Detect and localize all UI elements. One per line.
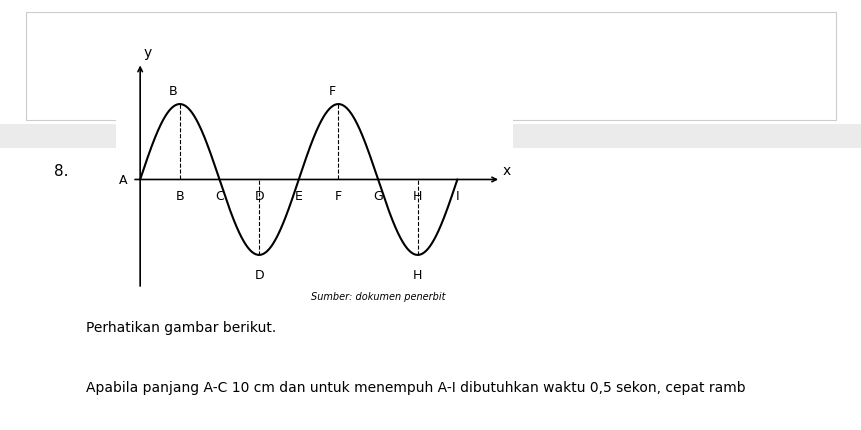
Text: D: D — [254, 269, 263, 282]
Text: H: H — [412, 190, 422, 203]
Text: Perhatikan gambar berikut.: Perhatikan gambar berikut. — [86, 320, 276, 334]
Text: I: I — [455, 190, 459, 203]
Text: D: D — [254, 190, 263, 203]
Text: H: H — [412, 269, 422, 282]
Text: A: A — [118, 174, 127, 187]
Text: B: B — [176, 190, 184, 203]
Text: C: C — [215, 190, 224, 203]
Text: x: x — [502, 163, 511, 177]
Text: G: G — [373, 190, 382, 203]
Text: Apabila panjang A-C 10 cm dan untuk menempuh A-I dibutuhkan waktu 0,5 sekon, cep: Apabila panjang A-C 10 cm dan untuk mene… — [86, 381, 745, 394]
Text: E: E — [294, 190, 302, 203]
Text: y: y — [143, 46, 152, 60]
Text: F: F — [328, 84, 335, 97]
Text: Sumber: dokumen penerbit: Sumber: dokumen penerbit — [311, 292, 445, 301]
Text: F: F — [334, 190, 342, 203]
Text: 8.: 8. — [54, 163, 69, 178]
Text: B: B — [169, 84, 177, 97]
